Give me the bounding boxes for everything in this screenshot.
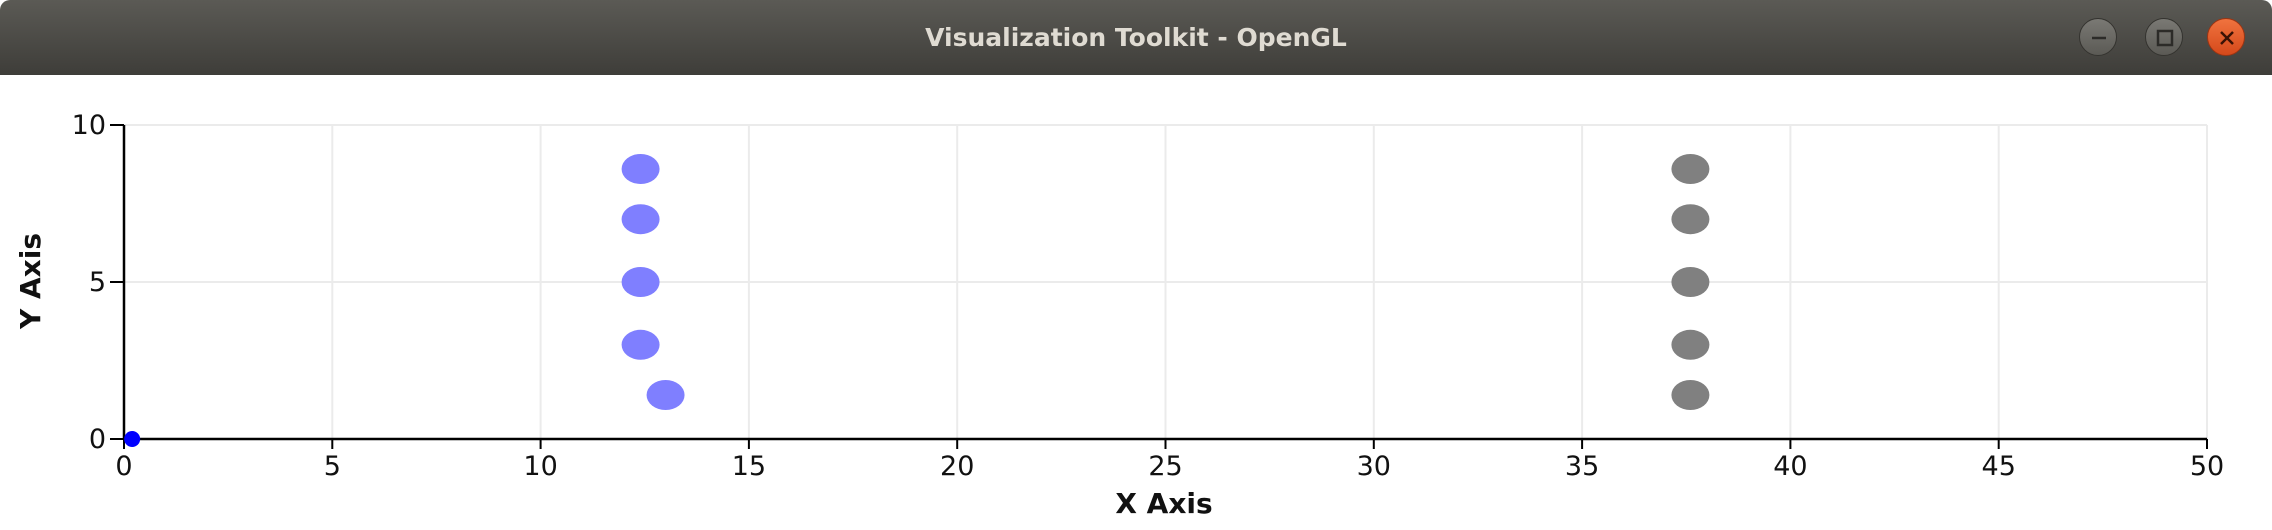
x-tick-label: 0 bbox=[115, 451, 132, 482]
data-point bbox=[1671, 153, 1710, 184]
x-tick-label: 5 bbox=[324, 451, 341, 482]
minimize-button[interactable] bbox=[2079, 18, 2117, 56]
close-button[interactable] bbox=[2207, 18, 2245, 56]
y-tick-label: 0 bbox=[89, 424, 106, 455]
scatter-chart: 0 5 10 15 20 25 30 35 40 45 50 0 5 10 X Axis Y Axis bbox=[14, 110, 2225, 520]
close-icon bbox=[2220, 31, 2234, 45]
x-tick-label: 15 bbox=[732, 451, 766, 482]
x-tick-label: 50 bbox=[2190, 451, 2224, 482]
maximize-icon bbox=[2156, 29, 2174, 47]
x-tick-label: 25 bbox=[1148, 451, 1182, 482]
x-tick-label: 30 bbox=[1357, 451, 1391, 482]
data-point bbox=[646, 380, 685, 411]
origin-point bbox=[124, 431, 141, 447]
data-point bbox=[1671, 204, 1710, 235]
x-tick-label: 40 bbox=[1773, 451, 1807, 482]
maximize-button[interactable] bbox=[2145, 18, 2183, 56]
x-tick-label: 10 bbox=[523, 451, 557, 482]
y-tick-label: 5 bbox=[89, 267, 106, 298]
window-title: Visualization Toolkit - OpenGL bbox=[925, 23, 1347, 52]
x-axis-label: X Axis bbox=[1115, 487, 1212, 520]
data-point bbox=[1671, 267, 1710, 297]
y-tick-label: 10 bbox=[72, 110, 106, 141]
grid-lines bbox=[124, 124, 2208, 439]
x-tick-label: 20 bbox=[940, 451, 974, 482]
data-point bbox=[621, 153, 660, 184]
data-point bbox=[621, 267, 660, 297]
y-axis-label: Y Axis bbox=[14, 233, 47, 330]
ticks: 0 5 10 15 20 25 30 35 40 45 50 0 5 10 bbox=[72, 110, 2225, 482]
data-point bbox=[1671, 380, 1710, 411]
data-point bbox=[621, 329, 660, 360]
data-point bbox=[621, 204, 660, 235]
minimize-icon bbox=[2092, 36, 2106, 40]
data-point bbox=[1671, 329, 1710, 360]
title-bar[interactable]: Visualization Toolkit - OpenGL bbox=[0, 0, 2272, 75]
x-tick-label: 35 bbox=[1565, 451, 1599, 482]
data-points bbox=[124, 153, 1710, 447]
x-tick-label: 45 bbox=[1982, 451, 2016, 482]
